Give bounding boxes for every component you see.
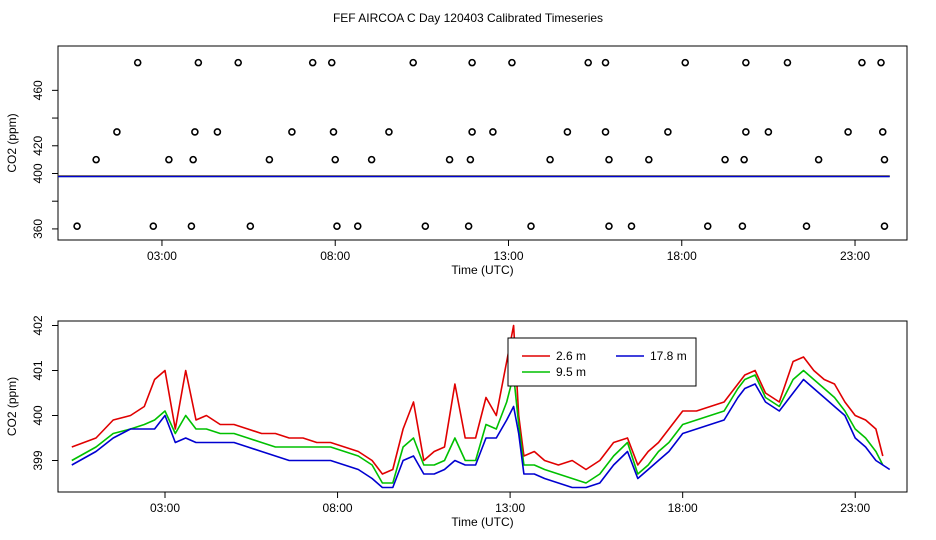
y-tick-label: 399 [31,450,45,470]
series-line [71,369,884,484]
data-point [191,128,199,136]
data-point [844,128,852,136]
y-tick-label: 400 [31,163,45,183]
data-point [333,222,341,230]
data-point [880,222,889,230]
data-point [367,155,376,164]
x-tick-label: 08:00 [320,249,350,263]
data-point [92,155,100,164]
data-point [246,222,255,230]
bottom-panel-timeseries: 03:00 08:00 13:00 18:00 23:00 399 400 401 402 Tim… [5,315,908,529]
data-point [149,222,158,230]
data-point [802,222,811,230]
legend-label: 2.6 m [556,349,586,363]
x-tick-label: 23:00 [840,501,870,515]
data-point [464,222,473,230]
data-point [783,58,792,67]
data-point [645,155,653,164]
data-point [194,58,203,67]
x-tick-label: 13:00 [493,249,523,263]
x-tick-label: 23:00 [840,249,870,263]
data-point [385,128,393,136]
y-tick-label: 420 [31,135,45,155]
x-tick-label: 03:00 [150,501,180,515]
data-point [703,222,712,230]
data-point [584,58,592,67]
data-point [681,58,690,67]
data-point [468,128,476,136]
legend-label: 17.8 m [650,349,687,363]
legend-label: 9.5 m [556,365,586,379]
data-point [627,222,636,230]
series-line [71,324,884,475]
plot-frame [57,45,908,241]
x-tick-label: 13:00 [495,501,525,515]
data-point [742,58,750,67]
data-point [878,128,887,136]
data-point [308,58,317,67]
x-tick-label: 08:00 [323,501,353,515]
data-point [327,58,336,67]
data-point [234,58,242,67]
data-point [409,58,417,67]
figure-title: FEF AIRCOA C Day 120403 Calibrated Times… [333,11,603,25]
data-point [814,155,823,164]
x-tick-label: 18:00 [667,249,697,263]
data-point [740,155,748,164]
y-tick-label: 401 [31,360,45,380]
data-point [113,128,121,136]
data-point [288,128,296,136]
data-point [764,128,773,136]
top-panel-scatter: 03:00 08:00 13:00 18:00 23:00 360 400 420 460 Tim… [5,45,908,277]
legend: 2.6 m 9.5 m 17.8 m [507,337,697,387]
data-point [187,222,196,230]
data-point [601,58,610,67]
data-point [508,58,516,67]
data-point [563,128,572,136]
plot-frame [57,320,908,493]
data-point [165,155,173,164]
data-point [189,155,197,164]
data-point [877,58,885,67]
data-point [664,128,672,136]
data-point [489,128,497,136]
data-point [331,155,340,164]
y-tick-label: 460 [31,80,45,100]
data-point [466,155,475,164]
data-point [133,58,142,67]
data-point [353,222,362,230]
data-point [468,58,476,67]
data-point [605,155,613,164]
data-point [546,155,554,164]
data-point [858,58,866,67]
data-point [73,222,81,230]
data-point [601,128,610,136]
data-point [721,155,729,164]
x-tick-label: 18:00 [668,501,698,515]
x-axis-label: Time (UTC) [451,263,513,277]
data-point [880,155,889,164]
data-point [329,128,338,136]
y-tick-label: 400 [31,405,45,425]
y-axis-label: CO2 (ppm) [5,113,19,172]
data-point [265,155,274,164]
data-point [742,128,750,136]
data-point [445,155,454,164]
data-point [605,222,613,230]
y-axis-label: CO2 (ppm) [5,377,19,436]
x-tick-label: 03:00 [147,249,177,263]
data-point [738,222,747,230]
data-point [421,222,430,230]
data-point [527,222,535,230]
series-line [71,378,891,489]
x-axis-label: Time (UTC) [451,515,513,529]
legend-box [507,337,697,387]
y-tick-label: 360 [31,219,45,239]
y-tick-label: 402 [31,315,45,335]
data-point [213,128,222,136]
